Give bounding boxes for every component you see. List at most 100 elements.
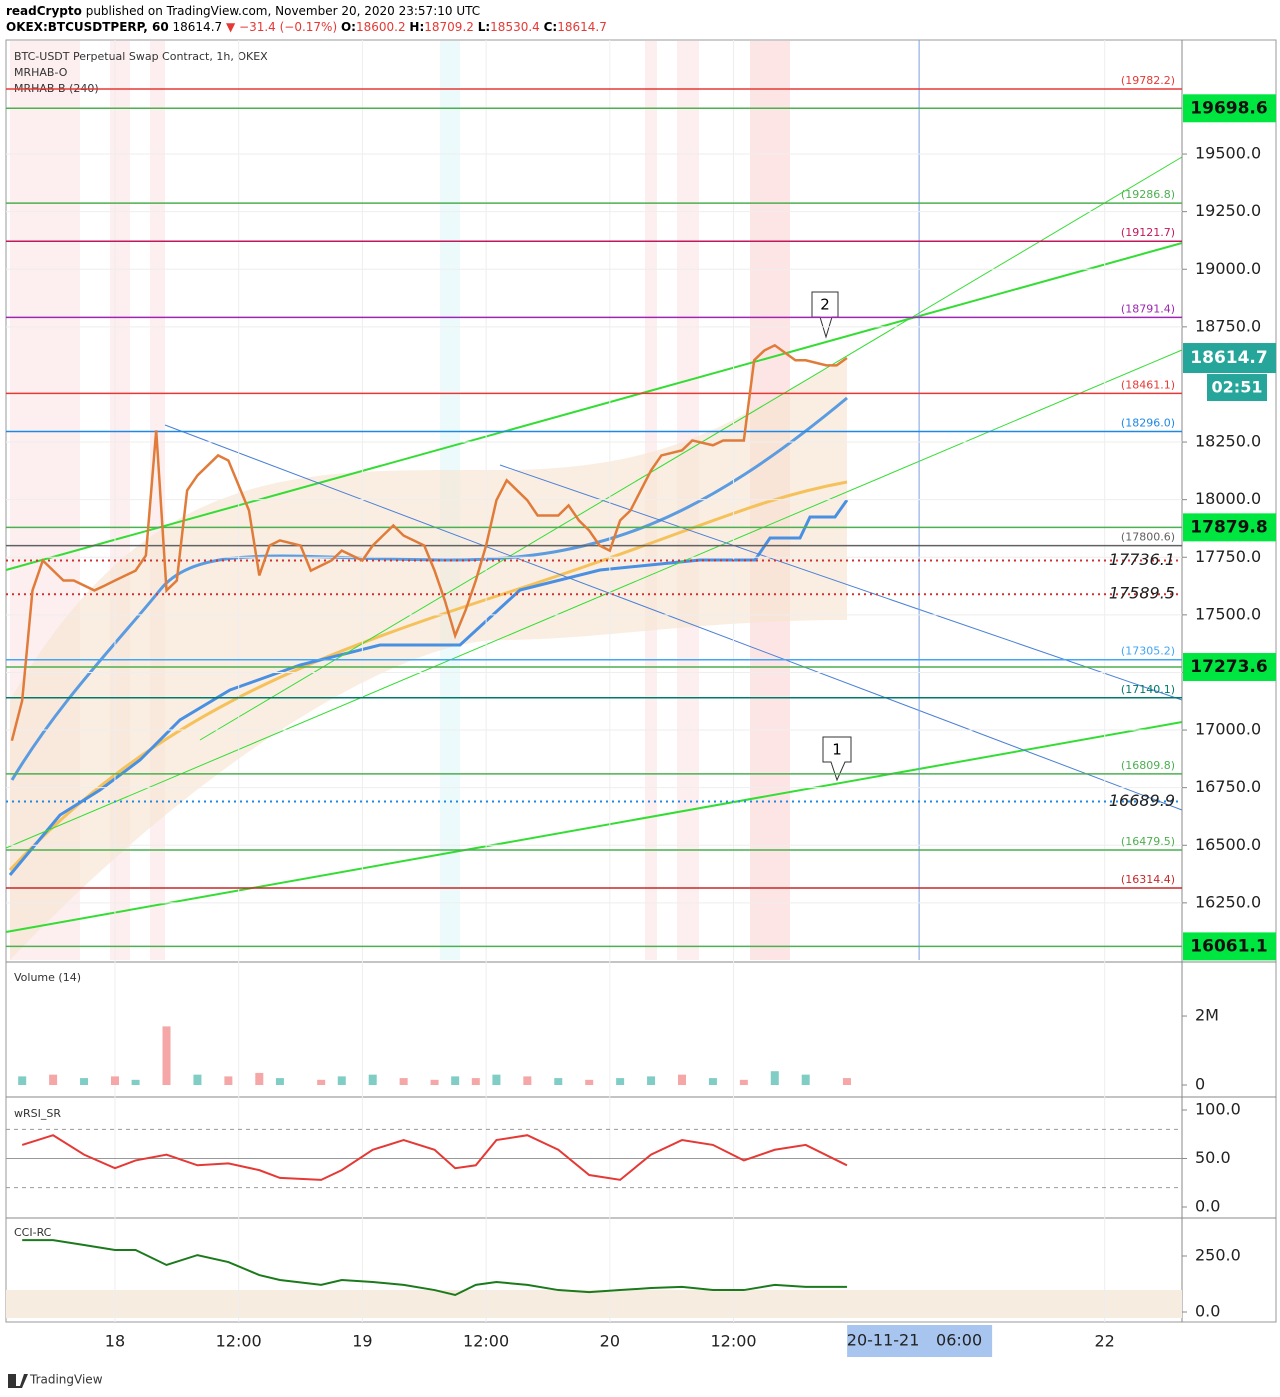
volume-bar — [399, 1078, 408, 1085]
y-tick-label: 18750.0 — [1195, 316, 1261, 335]
x-tick-label: 18 — [105, 1332, 125, 1351]
level-badge-text: 17879.8 — [1190, 517, 1267, 537]
trend-line — [5, 349, 1183, 849]
ohlc-l-label: L: — [478, 20, 490, 34]
annotation: 2 1 — [811, 291, 852, 782]
trend-line — [199, 156, 1183, 741]
volume-bar — [18, 1076, 27, 1085]
volume-bar — [224, 1076, 233, 1085]
level-label: (18791.4) — [1121, 302, 1175, 315]
volume-bar — [162, 1026, 171, 1085]
footer: TradingView — [29, 1373, 103, 1387]
price-badge — [1183, 343, 1276, 374]
countdown-text: 02:51 — [1212, 378, 1263, 397]
y-tick-label: 16250.0 — [1195, 892, 1261, 911]
volume-bar — [801, 1074, 810, 1085]
volume-bar — [842, 1078, 851, 1085]
x-tick-label: 19 — [352, 1332, 372, 1351]
annotation-text: 1 — [832, 741, 842, 759]
volume-bar — [708, 1078, 717, 1085]
data-line — [10, 343, 848, 741]
header-line-2: OKEX:BTCUSDTPERP, 60 18614.7 ▼ −31.4 (−0… — [6, 20, 607, 34]
y-tick-label: 18000.0 — [1195, 489, 1261, 508]
volume-bar — [80, 1078, 89, 1085]
ohlc-h-label: H: — [409, 20, 424, 34]
y-tick-label: 2M — [1195, 1006, 1219, 1025]
volume-bar — [430, 1079, 439, 1085]
volume-bar — [131, 1079, 140, 1085]
ma-line — [10, 396, 848, 781]
pane-title: CCI-RC — [14, 1226, 52, 1239]
x-tick-label: 20 — [600, 1332, 620, 1351]
volume-bar — [523, 1076, 532, 1085]
y-tick-label: 0 — [1195, 1075, 1205, 1094]
ma-line — [8, 480, 848, 872]
stair-line — [8, 499, 849, 876]
y-tick-label: 19250.0 — [1195, 201, 1261, 220]
crosshair-badge — [847, 1325, 993, 1357]
level-badge-text: 16061.1 — [1190, 936, 1267, 956]
countdown-badge — [1207, 374, 1267, 402]
level-badge — [1183, 932, 1276, 961]
volume-bar — [739, 1079, 748, 1085]
change: ▼ −31.4 (−0.17%) — [226, 20, 337, 34]
y-tick-label: 0.0 — [1195, 1302, 1220, 1321]
volume-bar — [677, 1074, 686, 1085]
y-tick-label: 18250.0 — [1195, 432, 1261, 451]
trend-line — [5, 242, 1183, 571]
ohlc-h: 18709.2 — [424, 20, 474, 34]
level-label: (16314.4) — [1121, 873, 1175, 886]
volume-bar — [110, 1076, 119, 1085]
level-badge — [1183, 94, 1276, 123]
ohlc-l: 18530.4 — [490, 20, 540, 34]
level-label: (17305.2) — [1121, 645, 1175, 658]
legend-item: MRHAB-O — [14, 66, 68, 79]
level-label: (16809.8) — [1121, 759, 1175, 772]
volume-bar — [471, 1078, 480, 1085]
data-line — [22, 1239, 847, 1297]
x-tick-label: 22 — [1094, 1332, 1114, 1351]
ohlc-c: 18614.7 — [557, 20, 607, 34]
volume-bar — [451, 1076, 460, 1085]
trend-line — [499, 464, 1183, 701]
volume-bar — [337, 1076, 346, 1085]
level-label: (19782.2) — [1121, 74, 1175, 87]
level-label: (17140.1) — [1121, 683, 1175, 696]
level-badge — [1183, 653, 1276, 682]
volume-bar — [770, 1071, 779, 1085]
y-tick-label: 100.0 — [1195, 1099, 1241, 1118]
header-line-1: readCrypto published on TradingView.com,… — [6, 4, 480, 18]
callout — [822, 736, 852, 782]
level-label: (16479.5) — [1121, 835, 1175, 848]
logo — [8, 1374, 28, 1388]
crosshair-date: 20-11-21 — [847, 1331, 920, 1350]
pane-title: Volume (14) — [14, 971, 81, 984]
symbol: OKEX:BTCUSDTPERP, 60 — [6, 20, 169, 34]
y-tick-label: 0.0 — [1195, 1197, 1220, 1216]
x-tick-label: 12:00 — [463, 1332, 509, 1351]
y-tick-label: 17500.0 — [1195, 604, 1261, 623]
x-tick-label: 12:00 — [710, 1332, 756, 1351]
legend-title: BTC-USDT Perpetual Swap Contract, 1h, OK… — [14, 50, 268, 63]
ohlc-o: 18600.2 — [356, 20, 406, 34]
pane-title: wRSI_SR — [14, 1107, 61, 1120]
volume-bar — [554, 1078, 563, 1085]
cci-band — [6, 1290, 1182, 1318]
y-tick-label: 19500.0 — [1195, 144, 1261, 163]
level-label: 17589.5 — [1109, 584, 1175, 603]
published: published on TradingView.com, November 2… — [86, 4, 480, 18]
volume-bar — [492, 1074, 501, 1085]
ohlc-c-label: C: — [544, 20, 558, 34]
y-tick-label: 250.0 — [1195, 1246, 1241, 1265]
volume-bar — [647, 1076, 656, 1085]
y-tick-label: 16750.0 — [1195, 777, 1261, 796]
volume-bar — [317, 1079, 326, 1085]
level-label: (19286.8) — [1121, 188, 1175, 201]
y-tick-label: 17750.0 — [1195, 547, 1261, 566]
level-badge — [1183, 513, 1276, 542]
volume-bar — [255, 1072, 264, 1085]
trend-line — [164, 424, 1183, 811]
volume-bar — [193, 1074, 202, 1085]
level-label: (19121.7) — [1121, 226, 1175, 239]
